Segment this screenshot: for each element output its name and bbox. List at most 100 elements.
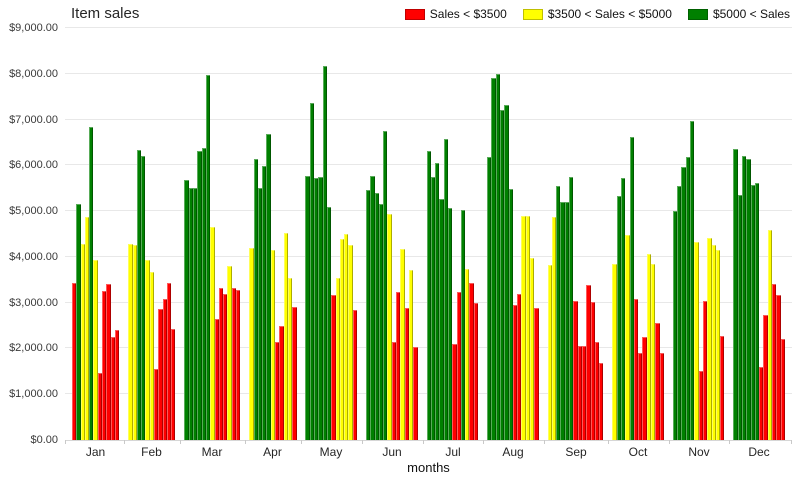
bar bbox=[573, 300, 578, 440]
bar bbox=[746, 159, 751, 440]
bar-group-nov bbox=[672, 28, 725, 440]
bar bbox=[205, 75, 211, 440]
x-axis-label: Dec bbox=[748, 445, 770, 459]
chart-title: Item sales bbox=[71, 5, 140, 22]
bar bbox=[257, 187, 263, 440]
bar bbox=[136, 149, 142, 440]
bar bbox=[331, 294, 336, 440]
bar-group-jul bbox=[426, 28, 479, 440]
bar bbox=[218, 288, 224, 440]
bar bbox=[348, 245, 353, 440]
bar bbox=[145, 260, 150, 440]
bar bbox=[702, 300, 708, 440]
bar bbox=[577, 346, 582, 440]
bar bbox=[279, 326, 284, 440]
bar bbox=[227, 266, 232, 440]
axis-tick bbox=[729, 440, 730, 444]
bar bbox=[469, 282, 474, 440]
y-axis: $0.00 $1,000.00 $2,000.00 $3,000.00 $4,000.0… bbox=[0, 22, 61, 446]
bar-group-jun bbox=[365, 28, 418, 440]
bar-group-sep bbox=[547, 28, 604, 440]
y-axis-label: $2,000.00 bbox=[9, 342, 58, 355]
bar bbox=[625, 234, 630, 440]
bar bbox=[292, 307, 297, 440]
y-axis-label: $4,000.00 bbox=[9, 250, 58, 263]
bar-group-may bbox=[305, 28, 358, 440]
legend-label: $3500 < Sales < $5000 bbox=[547, 7, 672, 21]
axis-tick bbox=[422, 440, 424, 444]
bar bbox=[452, 343, 457, 440]
axis-tick bbox=[179, 440, 181, 444]
x-axis-label: Nov bbox=[688, 445, 710, 459]
bar bbox=[487, 156, 492, 440]
x-axis-labels: Jan Feb Mar Apr May Jun Jul Aug Sep Oct Nov Dec bbox=[65, 445, 792, 460]
bar bbox=[586, 284, 591, 440]
bar bbox=[128, 244, 133, 440]
y-axis-label: $1,000.00 bbox=[9, 388, 58, 401]
bar bbox=[560, 201, 565, 440]
bar bbox=[374, 192, 379, 440]
bar bbox=[564, 202, 570, 440]
axis-tick bbox=[123, 440, 125, 444]
bar bbox=[76, 204, 81, 440]
bar bbox=[633, 299, 639, 440]
bar-group-feb bbox=[128, 28, 176, 440]
axis-tick bbox=[300, 440, 302, 444]
bar bbox=[408, 270, 414, 440]
bar bbox=[435, 162, 440, 440]
bar bbox=[275, 341, 280, 440]
bar bbox=[737, 195, 742, 440]
bar bbox=[162, 299, 167, 440]
bar bbox=[465, 269, 470, 440]
gridline bbox=[65, 72, 792, 74]
bar bbox=[456, 291, 461, 440]
gridline bbox=[65, 118, 792, 120]
x-axis-label: Mar bbox=[201, 445, 223, 459]
bar bbox=[512, 304, 518, 440]
axis-tick bbox=[361, 440, 363, 444]
bar bbox=[525, 216, 530, 440]
bar-group-aug bbox=[487, 28, 539, 440]
bar bbox=[80, 244, 85, 440]
bar bbox=[391, 341, 397, 440]
bar bbox=[529, 258, 535, 440]
bar bbox=[396, 291, 401, 440]
bar bbox=[741, 155, 747, 440]
bar bbox=[439, 199, 444, 440]
axis-tick bbox=[668, 440, 670, 444]
bar bbox=[400, 249, 405, 440]
axis-tick bbox=[543, 440, 545, 444]
x-axis-title: months bbox=[407, 460, 450, 475]
bar bbox=[387, 213, 392, 440]
bar bbox=[236, 289, 241, 440]
legend-item: Sales < $3500 bbox=[404, 7, 507, 21]
bar bbox=[659, 353, 664, 440]
bar bbox=[309, 102, 315, 440]
x-axis-label: Apr bbox=[263, 445, 282, 459]
gridline bbox=[65, 440, 792, 441]
bar bbox=[184, 179, 189, 440]
bar bbox=[404, 308, 409, 440]
bar bbox=[508, 189, 513, 440]
legend-label: $5000 < Sales bbox=[712, 7, 790, 21]
bar bbox=[305, 175, 310, 440]
legend-item: $3500 < Sales < $5000 bbox=[522, 7, 672, 21]
bar bbox=[750, 185, 755, 440]
x-axis-label: Sep bbox=[565, 445, 587, 459]
bar bbox=[141, 155, 146, 440]
bar bbox=[287, 277, 293, 440]
bar bbox=[754, 182, 760, 440]
bar bbox=[642, 337, 647, 440]
bar bbox=[365, 190, 371, 440]
bar bbox=[201, 148, 206, 440]
plot-area bbox=[65, 27, 792, 444]
bar bbox=[655, 323, 660, 440]
bar bbox=[344, 234, 349, 440]
bar bbox=[266, 133, 271, 440]
legend-swatch-icon bbox=[522, 8, 543, 20]
bar bbox=[581, 345, 587, 440]
bar bbox=[314, 178, 319, 440]
bar bbox=[694, 241, 699, 440]
bar bbox=[149, 271, 154, 440]
bar bbox=[620, 177, 626, 440]
